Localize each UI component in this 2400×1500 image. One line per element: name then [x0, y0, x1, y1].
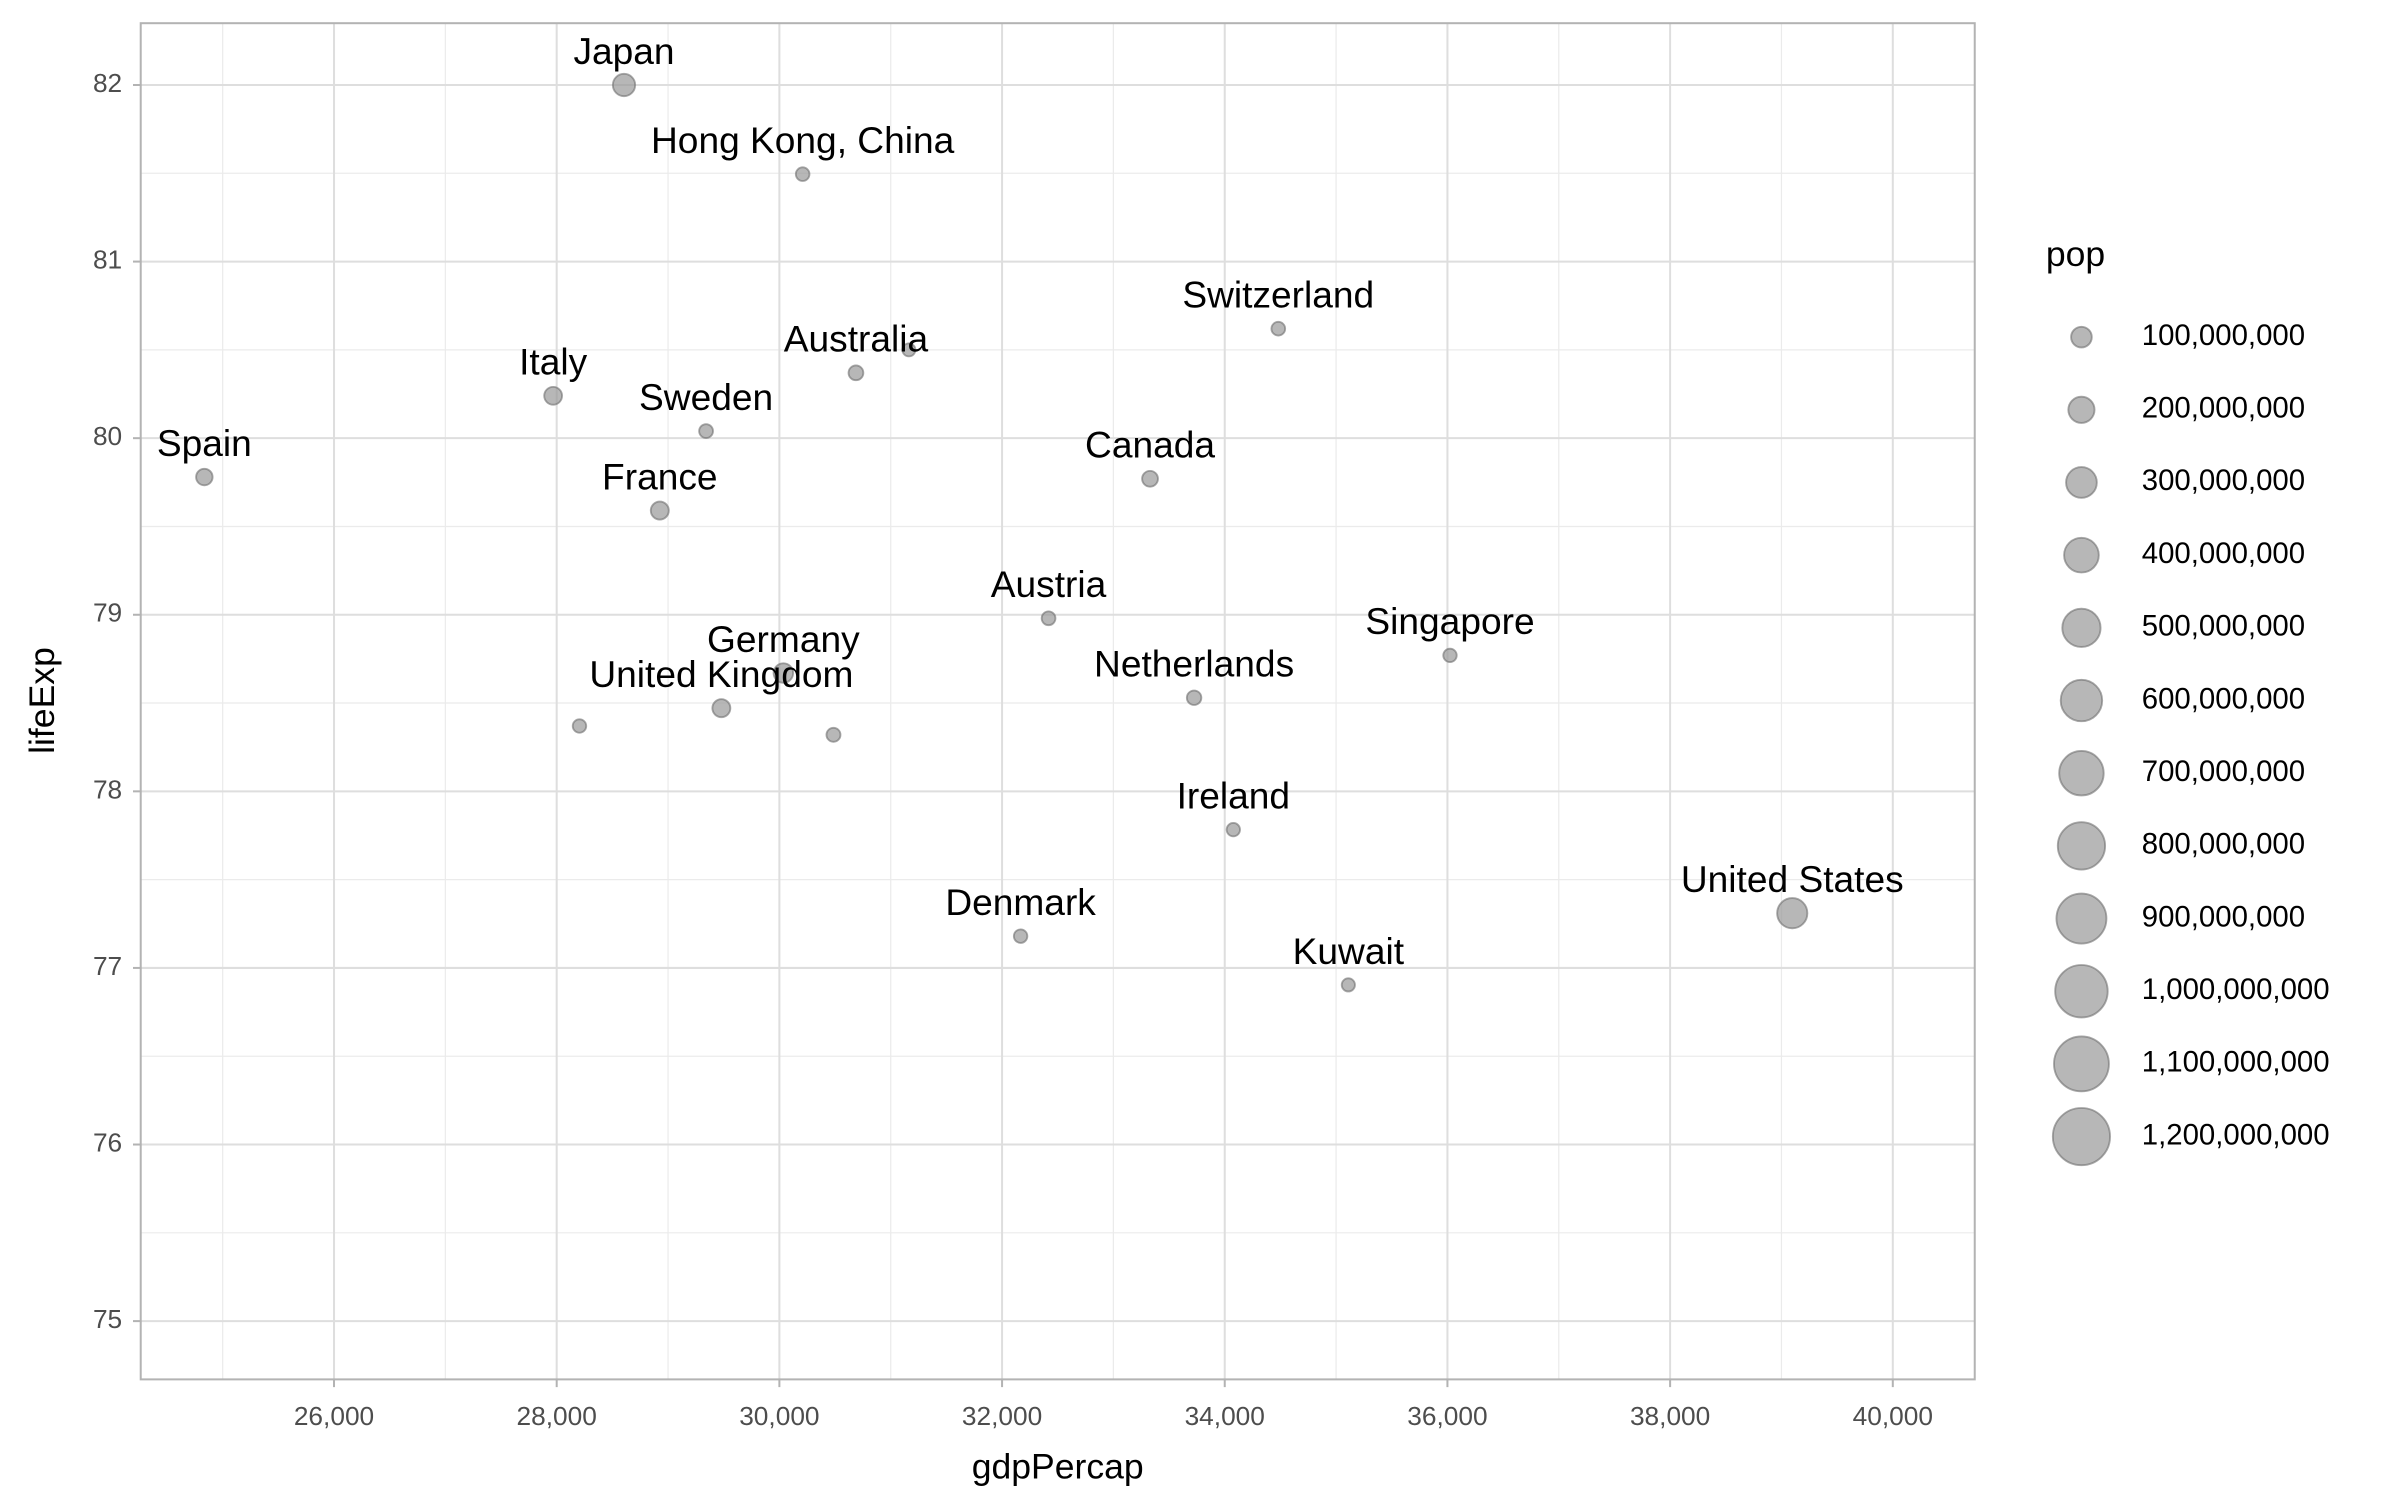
- legend-label: 400,000,000: [2142, 537, 2305, 570]
- legend-label: 300,000,000: [2142, 464, 2305, 497]
- panel-border: [139, 22, 1976, 1381]
- grid: [140, 23, 1975, 1380]
- y-axis-title: lifeExp: [22, 647, 62, 754]
- x-tick-label: 32,000: [962, 1401, 1042, 1431]
- point-label: Canada: [1085, 424, 1215, 466]
- point: [14, 589, 27, 602]
- x-tick-label: 40,000: [1853, 1401, 1933, 1431]
- x-tick-label: 28,000: [517, 1401, 597, 1431]
- point: [1012, 928, 1029, 944]
- point-label: Japan: [573, 30, 674, 72]
- legend-label: 1,100,000,000: [2142, 1046, 2330, 1079]
- legend-label: 800,000,000: [2142, 828, 2305, 861]
- x-tick-label: 36,000: [1407, 1401, 1487, 1431]
- legend-key: [2054, 964, 2109, 1019]
- legend: 100,000,000 200,000,000 300,000,000 400,000…: [2051, 319, 2330, 1167]
- legend-label: 1,200,000,000: [2142, 1118, 2330, 1151]
- point: [698, 423, 714, 439]
- legend-key: [2067, 395, 2096, 424]
- point: [543, 385, 563, 406]
- point-label: Spain: [157, 422, 252, 464]
- y-tick-label: 75: [93, 1304, 122, 1334]
- point: [649, 500, 670, 521]
- y-tick-label: 78: [93, 774, 122, 804]
- point: [794, 166, 811, 182]
- x-tick-label: 26,000: [294, 1401, 374, 1431]
- y-tick-label: 77: [93, 951, 122, 981]
- point: [1040, 610, 1057, 627]
- point-label: Australia: [784, 318, 929, 360]
- points: [14, 72, 1809, 993]
- point-label: United States: [1681, 858, 1904, 900]
- legend-title: pop: [2046, 234, 2105, 274]
- legend-key: [2063, 536, 2100, 574]
- y-tick-label: 76: [93, 1127, 122, 1157]
- legend-key: [2059, 678, 2104, 723]
- point: [847, 364, 865, 382]
- legend-label: 600,000,000: [2142, 682, 2305, 715]
- x-tick-label: 30,000: [739, 1401, 819, 1431]
- point-label: Netherlands: [1094, 643, 1294, 685]
- legend-key: [2058, 750, 2105, 797]
- point-label: Italy: [519, 341, 588, 383]
- x-tick-label: 34,000: [1185, 1401, 1265, 1431]
- legend-key: [2070, 325, 2093, 349]
- point-label: Denmark: [945, 881, 1096, 923]
- legend-key: [2065, 466, 2098, 499]
- point-label: Germany: [707, 618, 860, 660]
- x-tick-label: 38,000: [1630, 1401, 1710, 1431]
- point: [825, 726, 842, 743]
- y-tick-label: 82: [93, 68, 122, 98]
- point: [901, 342, 917, 358]
- point-label: Switzerland: [1182, 274, 1374, 316]
- x-axis-title: gdpPercap: [972, 1446, 1144, 1486]
- point-label: France: [602, 455, 718, 497]
- legend-label: 1,000,000,000: [2142, 973, 2330, 1006]
- legend-label: 200,000,000: [2142, 392, 2305, 425]
- point: [772, 662, 795, 684]
- y-tick-label: 81: [93, 245, 122, 275]
- point: [571, 718, 588, 734]
- y-tick-label: 79: [93, 598, 122, 628]
- point-label: Kuwait: [1293, 930, 1405, 972]
- point: [1225, 822, 1241, 838]
- legend-key: [2055, 892, 2108, 945]
- point: [711, 698, 732, 719]
- point-labels: Spain New Zealand Italy Japan France Sweden Un…: [0, 30, 1904, 972]
- legend-key: [2051, 1107, 2111, 1167]
- y-tick-label: 80: [93, 421, 122, 451]
- point: [1442, 647, 1458, 663]
- legend-label: 100,000,000: [2142, 319, 2305, 352]
- point: [1141, 469, 1159, 488]
- point-label: Ireland: [1177, 775, 1290, 817]
- legend-label: 500,000,000: [2142, 610, 2305, 643]
- point: [1340, 977, 1356, 993]
- legend-label: 900,000,000: [2142, 900, 2305, 933]
- point-label: Sweden: [639, 376, 773, 418]
- point: [1185, 689, 1203, 706]
- legend-key: [2061, 607, 2102, 648]
- point: [195, 467, 214, 487]
- point: [1270, 320, 1287, 337]
- point-label: Hong Kong, China: [651, 119, 955, 161]
- point-label: New Zealand: [0, 540, 130, 582]
- axes: 26,000 28,000 30,000 32,000 34,000 36,000 38,0…: [93, 68, 1933, 1431]
- legend-key: [2053, 1035, 2110, 1093]
- legend-key: [2056, 821, 2107, 871]
- point-label: Austria: [991, 563, 1107, 605]
- point-label: United Kingdom: [589, 653, 853, 695]
- point: [1776, 897, 1809, 930]
- legend-label: 700,000,000: [2142, 755, 2305, 788]
- point: [611, 72, 637, 98]
- point-label: Singapore: [1365, 600, 1534, 642]
